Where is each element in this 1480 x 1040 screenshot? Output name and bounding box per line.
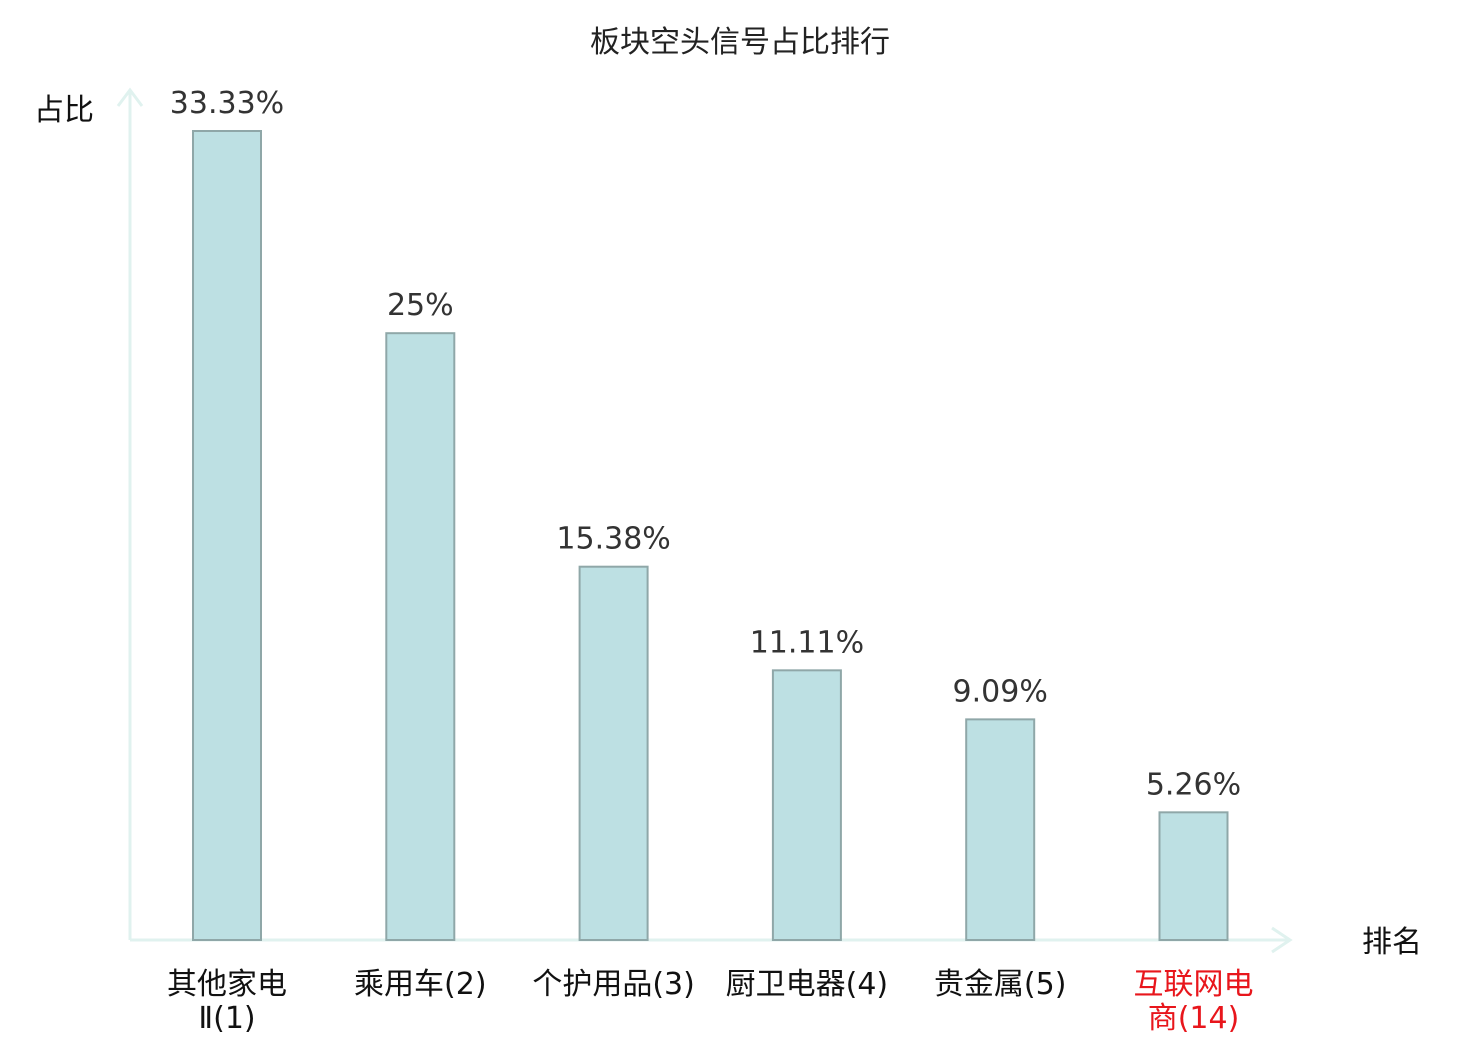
value-label-3: 15.38% [556,522,670,557]
bar-4 [771,669,842,941]
value-label-4: 11.11% [750,625,864,660]
category-label-3: 个护用品(3) [532,967,695,1002]
x-axis-arrow-icon [1271,926,1293,954]
value-label-1: 33.33% [170,86,284,121]
bars-group [192,130,1229,942]
bar-5 [965,718,1036,942]
value-labels-group: 33.33% 25% 15.38% 11.11% 9.09% 5.26% [170,86,1241,802]
value-label-6: 5.26% [1146,767,1241,802]
category-label-5: 贵金属(5) [934,967,1067,1002]
category-label-1-line-2: Ⅱ(1) [198,1001,255,1036]
category-label-4-line-1: 厨卫电器(4) [726,967,889,1002]
category-label-1-line-1: 其他家电 [167,967,287,1002]
value-label-2: 25% [387,288,454,323]
category-label-2: 乘用车(2) [354,967,487,1002]
y-axis-label: 占比 [34,93,94,128]
category-label-6-line-1: 互联网电 [1134,967,1254,1002]
bar-6 [1158,811,1229,941]
category-label-3-line-1: 个护用品(3) [532,967,695,1002]
bar-1 [192,130,262,941]
bar-2 [385,332,456,941]
x-axis-label: 排名 [1362,925,1422,960]
bar-3 [578,565,649,941]
category-label-2-line-1: 乘用车(2) [354,967,487,1002]
category-label-5-line-1: 贵金属(5) [934,967,1067,1002]
category-label-4: 厨卫电器(4) [726,967,889,1002]
y-axis-arrow-icon [116,87,144,107]
chart-title: 板块空头信号占比排行 [590,25,890,60]
category-label-6-line-2: 商(14) [1148,1001,1240,1036]
value-label-5: 9.09% [953,674,1048,709]
